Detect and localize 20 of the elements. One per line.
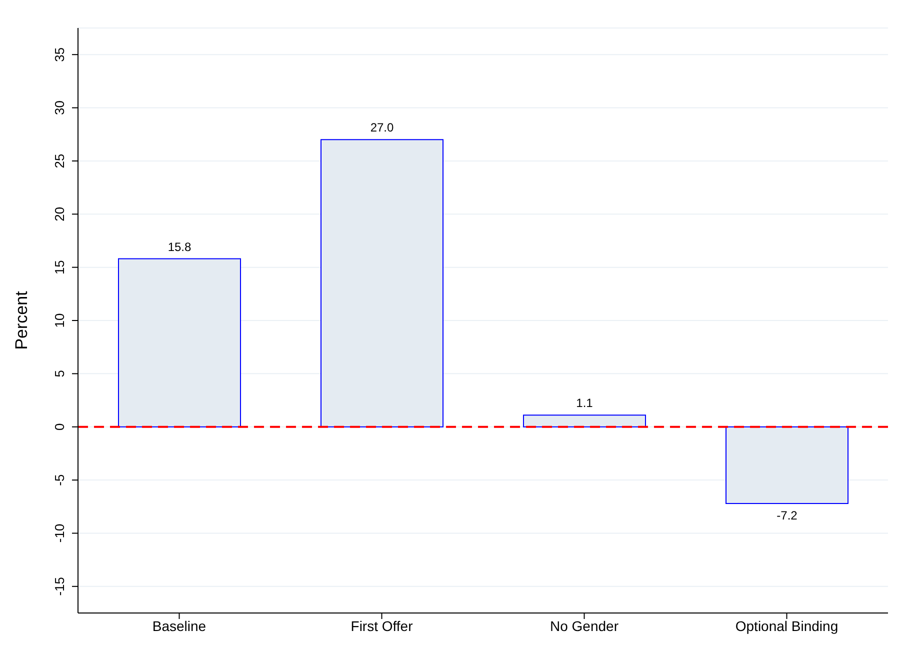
y-tick-label: 35	[52, 47, 67, 62]
y-tick-label: -5	[52, 474, 67, 486]
x-tick-label: Baseline	[152, 618, 206, 634]
y-tick-label: 10	[52, 313, 67, 328]
data-label: 1.1	[576, 396, 594, 410]
data-label: -7.2	[776, 508, 798, 522]
x-tick-label: No Gender	[550, 618, 619, 634]
y-axis-title: Percent	[12, 290, 32, 350]
x-tick-label: First Offer	[350, 618, 414, 634]
y-tick-label: 20	[52, 206, 67, 222]
y-tick-label: 0	[52, 423, 67, 430]
y-tick-label: -10	[52, 524, 67, 543]
x-tick-label: Optional Binding	[735, 618, 838, 634]
y-tick-label: 5	[52, 370, 67, 378]
y-tick-label: -15	[52, 577, 67, 596]
y-tick-label: 30	[52, 100, 67, 116]
data-label: 15.8	[168, 240, 192, 254]
y-tick-label: 15	[52, 260, 67, 275]
y-tick-label: 25	[52, 154, 67, 168]
data-label: 27.0	[370, 120, 394, 135]
